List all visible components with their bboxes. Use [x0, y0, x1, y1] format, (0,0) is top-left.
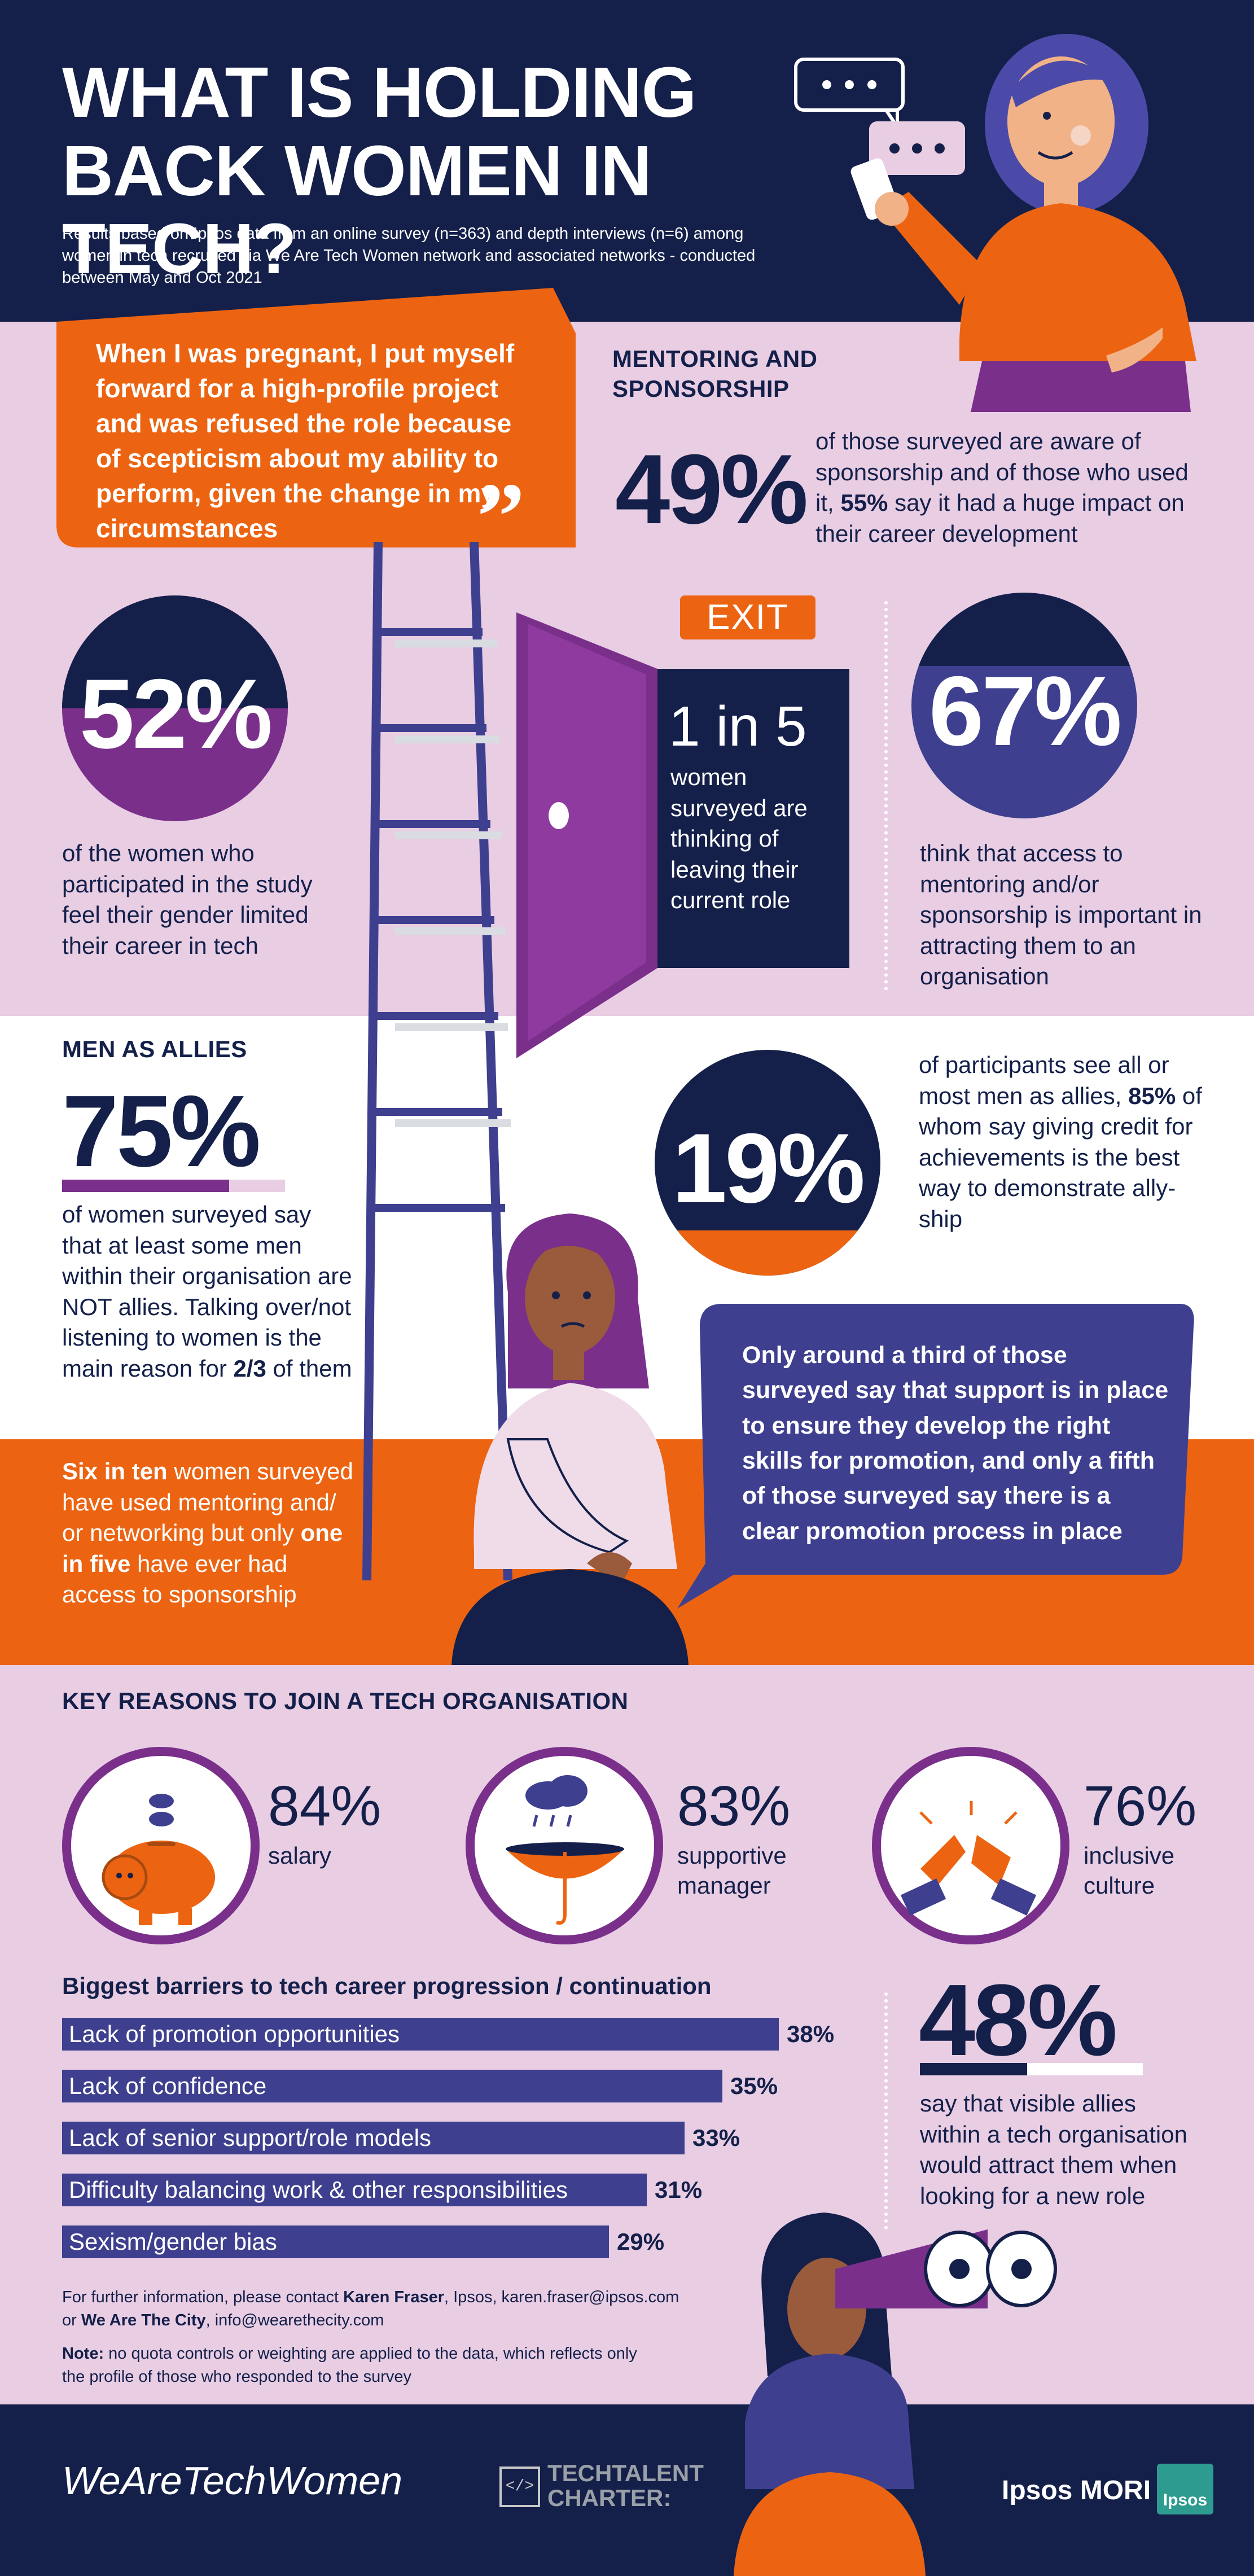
- barrier-value-label: 38%: [787, 2021, 835, 2047]
- note-text: Note: no quota controls or weighting are…: [62, 2345, 637, 2386]
- quote-text: When I was pregnant, I put myself forwar…: [96, 339, 515, 544]
- mentoring-stat: 49%: [615, 435, 808, 545]
- binocular-woman-illustration: [734, 2213, 1057, 2576]
- access-circle: 67%: [911, 593, 1137, 818]
- allies-19-text: of participants see all or most men as a…: [919, 1052, 1202, 1232]
- contact-info: For further information, please contact …: [62, 2288, 679, 2329]
- reason-manager-label: supportive manager: [677, 1842, 787, 1899]
- visible-allies-bar-track: [920, 2063, 1143, 2075]
- divider: [884, 601, 888, 991]
- thinking-woman-illustration: [451, 1213, 689, 1665]
- door-illustration: [516, 612, 849, 1058]
- wearetechwomen-logo: WeAreTechWomen: [62, 2459, 403, 2503]
- reason-culture-circle: [872, 1747, 1069, 1944]
- barrier-bar: Lack of confidence: [62, 2070, 722, 2102]
- reasons-heading: KEY REASONS TO JOIN A TECH ORGANISATION: [62, 1688, 629, 1714]
- reason-manager-pct: 83%: [677, 1775, 791, 1838]
- mentoring-heading: MENTORING AND SPONSORSHIP: [612, 345, 818, 402]
- barrier-value-label: 31%: [655, 2176, 703, 2203]
- umbrella-icon: [506, 1775, 624, 1925]
- ipsos-badge: Ipsos: [1157, 2464, 1213, 2514]
- reason-salary-label: salary: [268, 1842, 332, 1869]
- exit-text: women surveyed are thinking of leaving t…: [670, 764, 808, 914]
- woman-with-phone-illustration: [850, 34, 1196, 412]
- reason-manager-circle: [466, 1747, 663, 1944]
- survey-note: Results based on Ipsos data from an onli…: [62, 225, 756, 287]
- mentoring-text: of those surveyed are aware of sponsorsh…: [815, 428, 1189, 547]
- access-stat: 67%: [928, 656, 1122, 766]
- piggy-bank-icon: [102, 1794, 215, 1925]
- exit-stat: 1 in 5: [669, 695, 807, 758]
- visible-allies-stat: 48%: [919, 1964, 1117, 2077]
- code-icon: </>: [499, 2467, 540, 2507]
- allies-heading: MEN AS ALLIES: [62, 1036, 247, 1062]
- visible-allies-text: say that visible allies within a tech or…: [920, 2090, 1187, 2209]
- barrier-bar: Sexism/gender bias: [62, 2225, 609, 2258]
- support-bubble-text: Only around a third of those surveyed sa…: [742, 1342, 1169, 1545]
- quote-mark-icon: ”: [477, 463, 525, 569]
- ipsos-mori-logo: Ipsos MORI: [1002, 2476, 1151, 2505]
- footer-section: [0, 2404, 1254, 2576]
- divider: [884, 1992, 888, 2229]
- barrier-value-label: 33%: [692, 2124, 740, 2151]
- barrier-value-label: 35%: [730, 2073, 778, 2099]
- barrier-bar: Difficulty balancing work & other respon…: [62, 2174, 647, 2206]
- barriers-chart: Lack of promotion opportunities 38% Lack o…: [62, 2018, 852, 2277]
- reason-culture-label: inclusive culture: [1084, 1842, 1175, 1899]
- barrier-value-label: 29%: [617, 2228, 665, 2255]
- gender-limit-stat: 52%: [79, 659, 273, 769]
- quote-bubble-shape: [56, 288, 576, 547]
- reason-salary-pct: 84%: [268, 1775, 382, 1838]
- access-text: think that access to mentoring and/or sp…: [920, 840, 1202, 990]
- mentoring-usage-text: Six in ten women surveyed have used ment…: [62, 1458, 353, 1608]
- barrier-bar: Lack of senior support/role models: [62, 2122, 685, 2154]
- page-title: WHAT IS HOLDING BACK WOMEN IN TECH?: [62, 52, 697, 289]
- gender-limit-text: of the women who participated in the stu…: [62, 840, 313, 959]
- reason-salary-circle: [62, 1747, 260, 1944]
- support-bubble-shape: [677, 1304, 1194, 1609]
- allies-bar-track: [62, 1180, 285, 1192]
- allies-19-stat: 19%: [672, 1114, 865, 1224]
- techtalent-charter-logo: TECHTALENT CHARTER:: [547, 2460, 704, 2512]
- allies-19-circle: 19%: [655, 1050, 880, 1276]
- ladder-illustration: [362, 542, 512, 1581]
- chat-bubbles-icon: [794, 58, 965, 175]
- allies-text: of women surveyed say that at least some…: [62, 1201, 352, 1382]
- allies-stat: 75%: [62, 1075, 261, 1188]
- visible-allies-bar-fill: [920, 2063, 1027, 2075]
- barrier-bar: Lack of promotion opportunities: [62, 2018, 779, 2051]
- reason-culture-pct: 76%: [1084, 1775, 1197, 1838]
- chart-title: Biggest barriers to tech career progress…: [62, 1973, 712, 1999]
- allies-bar-fill: [62, 1180, 230, 1192]
- puzzle-hands-icon: [900, 1801, 1037, 1916]
- gender-limit-circle: 52%: [62, 595, 288, 821]
- exit-sign: EXIT: [680, 595, 815, 639]
